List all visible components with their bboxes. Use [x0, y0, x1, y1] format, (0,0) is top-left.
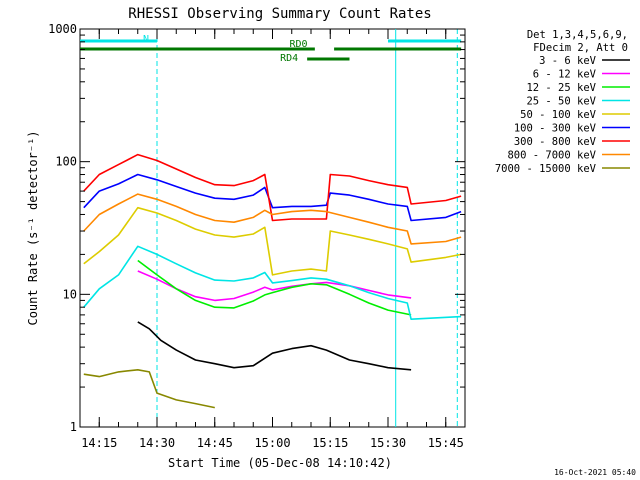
series-line-2 [137, 259, 412, 316]
y-axis: 1 10 100 1000 [48, 22, 465, 434]
series-line-8 [83, 368, 215, 409]
legend-header-0: Det 1,3,4,5,6,9, [527, 29, 628, 41]
x-tick-label-2: 14:45 [197, 436, 233, 450]
series-line-0 [137, 321, 412, 371]
x-tick-label-4: 15:15 [312, 436, 348, 450]
vertical-markers [156, 29, 458, 427]
chart-title: RHESSI Observing Summary Count Rates [128, 6, 431, 22]
legend-label-8: 7000 - 15000 keV [495, 163, 597, 175]
x-tick-label-6: 15:45 [428, 436, 464, 450]
x-axis: 14:15 14:30 14:45 15:00 15:15 15:30 15:45 [79, 29, 466, 450]
flag-label-n: N [143, 34, 149, 45]
x-tick-label-3: 15:00 [254, 436, 290, 450]
series-lines [83, 153, 462, 409]
series-line-7 [83, 193, 462, 245]
x-tick-label-5: 15:30 [370, 436, 406, 450]
legend-label-4: 50 - 100 keV [520, 109, 597, 121]
y-tick-label-1: 10 [63, 287, 77, 301]
series-line-3 [83, 245, 462, 321]
legend: Det 1,3,4,5,6,9,FDecim 2, Att 03 - 6 keV… [495, 29, 630, 175]
x-axis-label: Start Time (05-Dec-08 14:10:42) [168, 456, 392, 470]
legend-header-1: FDecim 2, Att 0 [533, 42, 628, 54]
legend-label-0: 3 - 6 keV [539, 55, 597, 67]
legend-label-2: 12 - 25 keV [526, 82, 596, 94]
generation-timestamp: 16-Oct-2021 05:40 [554, 468, 636, 477]
series-line-4 [83, 206, 462, 276]
y-axis-label: Count Rate (s⁻¹ detector⁻¹) [26, 130, 40, 325]
y-tick-label-2: 100 [55, 155, 77, 169]
flag-label-rd0: RD0 [289, 39, 307, 50]
y-tick-label-3: 1000 [48, 22, 77, 36]
legend-label-5: 100 - 300 keV [514, 123, 597, 135]
series-line-5 [83, 173, 462, 222]
x-tick-label-0: 14:15 [81, 436, 117, 450]
legend-label-3: 25 - 50 keV [526, 96, 596, 108]
series-line-6 [83, 153, 462, 222]
plot-frame [79, 28, 466, 428]
flag-bars: N RD0 RD4 [80, 34, 462, 64]
x-tick-label-1: 14:30 [139, 436, 175, 450]
legend-label-1: 6 - 12 keV [533, 69, 597, 81]
flag-label-rd4: RD4 [280, 53, 298, 64]
legend-label-7: 800 - 7000 keV [507, 150, 596, 162]
legend-label-6: 300 - 800 keV [514, 136, 597, 148]
y-tick-label-0: 1 [70, 420, 77, 434]
series-line-1 [137, 270, 412, 302]
